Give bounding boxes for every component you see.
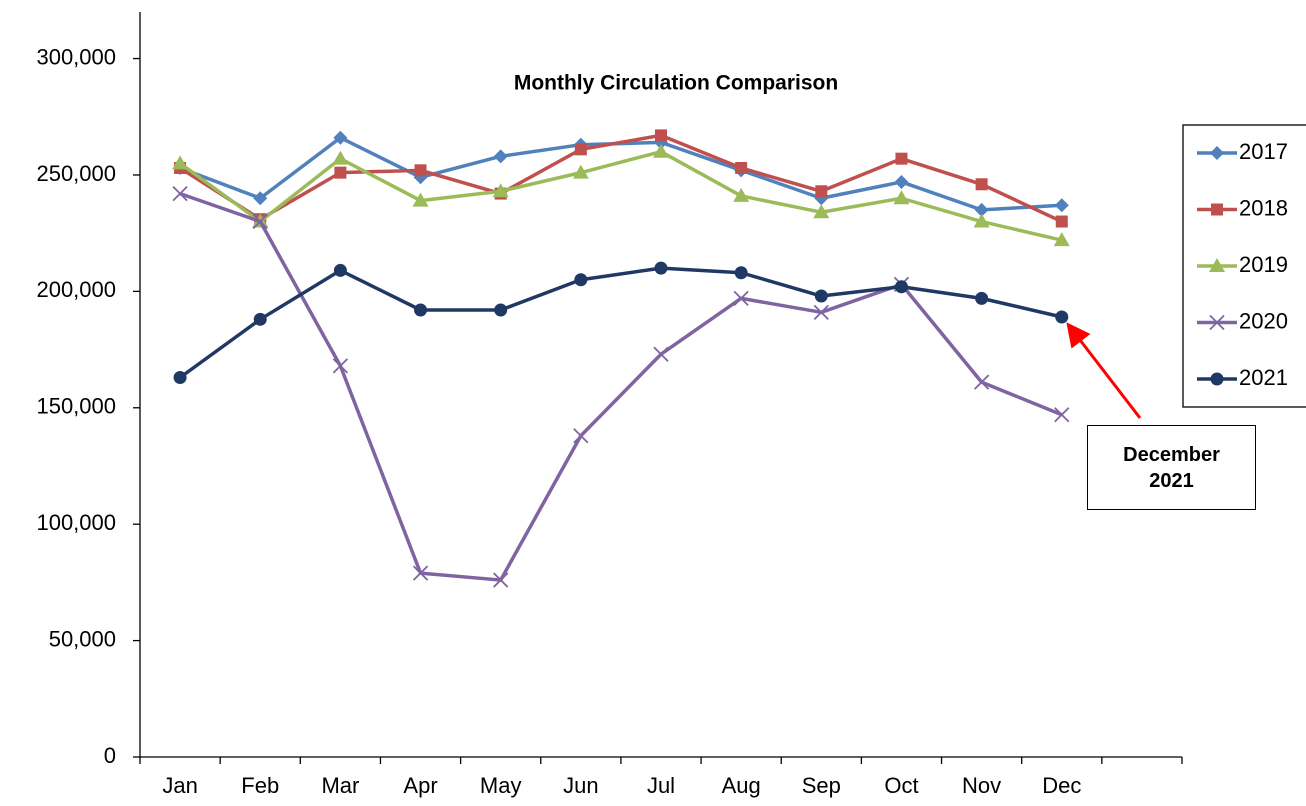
marker <box>333 130 348 145</box>
marker <box>975 291 989 305</box>
marker <box>813 204 830 219</box>
y-tick-label: 250,000 <box>36 161 116 186</box>
marker <box>172 185 188 202</box>
legend-label: 2020 <box>1239 308 1288 333</box>
marker <box>814 289 828 303</box>
series-line <box>179 135 1062 212</box>
y-tick-label: 100,000 <box>36 510 116 535</box>
series-line <box>179 266 1063 379</box>
marker <box>412 565 429 581</box>
marker <box>654 261 668 275</box>
marker <box>895 152 908 165</box>
marker <box>1210 146 1224 160</box>
series-line <box>179 149 1063 242</box>
marker <box>894 280 908 294</box>
marker <box>733 187 750 202</box>
marker <box>494 303 508 317</box>
series-line <box>179 133 1063 224</box>
marker <box>1209 258 1225 272</box>
marker <box>572 164 589 179</box>
marker <box>653 143 669 158</box>
marker <box>253 191 268 206</box>
marker <box>1055 215 1068 228</box>
marker <box>1055 310 1069 324</box>
marker <box>973 374 990 390</box>
marker <box>414 303 428 317</box>
x-tick-label: Apr <box>403 773 437 798</box>
marker <box>414 164 427 177</box>
marker <box>975 178 988 191</box>
legend-label: 2021 <box>1239 365 1288 390</box>
marker <box>893 190 910 205</box>
marker <box>412 192 429 207</box>
y-tick-label: 300,000 <box>36 44 116 69</box>
x-tick-label: Aug <box>722 773 761 798</box>
marker <box>1054 198 1069 213</box>
marker <box>974 202 989 217</box>
x-tick-label: Jul <box>647 773 675 798</box>
x-tick-label: Dec <box>1042 773 1081 798</box>
marker <box>252 213 268 230</box>
x-tick-label: Mar <box>321 773 359 798</box>
x-tick-label: Oct <box>884 773 918 798</box>
marker <box>493 572 509 588</box>
chart-title: Monthly Circulation Comparison <box>514 72 838 95</box>
x-tick-label: Nov <box>962 773 1001 798</box>
marker <box>1211 203 1223 216</box>
marker <box>653 346 669 362</box>
legend-box <box>1182 124 1306 408</box>
marker <box>813 304 829 320</box>
marker <box>333 263 347 277</box>
marker <box>733 290 749 306</box>
marker <box>1210 372 1224 386</box>
x-tick-label: Jan <box>162 773 197 798</box>
marker <box>573 428 589 444</box>
annotation: December 2021 <box>1087 425 1256 510</box>
marker <box>1054 407 1070 423</box>
legend-label: 2019 <box>1239 252 1288 277</box>
marker <box>894 174 909 189</box>
y-tick-label: 0 <box>104 743 116 768</box>
marker <box>574 143 587 156</box>
marker <box>734 266 748 280</box>
x-tick-label: Sep <box>802 773 841 798</box>
x-tick-label: Jun <box>563 773 598 798</box>
marker <box>735 161 748 174</box>
marker <box>492 183 509 198</box>
marker <box>334 166 347 179</box>
legend-label: 2018 <box>1239 195 1288 220</box>
legend-label: 2017 <box>1239 139 1288 164</box>
x-tick-label: Feb <box>241 773 279 798</box>
x-tick-label: May <box>480 773 522 798</box>
marker <box>493 149 508 164</box>
marker <box>173 371 187 385</box>
marker <box>574 273 588 287</box>
marker <box>655 129 667 142</box>
marker <box>172 155 189 170</box>
annotation-arrow <box>1066 322 1142 419</box>
marker <box>1053 232 1070 247</box>
y-tick-label: 200,000 <box>36 277 116 302</box>
marker <box>973 213 990 228</box>
y-tick-label: 50,000 <box>49 626 116 651</box>
series-line <box>179 191 1063 582</box>
marker <box>1209 314 1225 331</box>
marker <box>253 312 267 326</box>
marker <box>815 185 828 198</box>
marker <box>332 358 349 374</box>
marker <box>332 150 349 165</box>
y-tick-label: 150,000 <box>36 394 116 419</box>
